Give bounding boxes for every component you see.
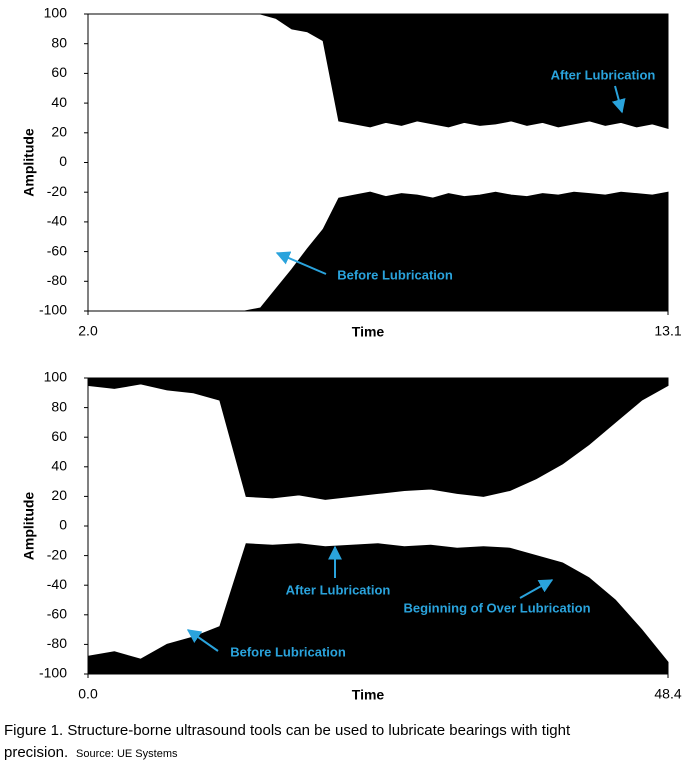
y-tick-label: 80 — [51, 34, 67, 50]
x-tick-label: 13.1 — [654, 323, 681, 339]
x-axis-label: Time — [352, 687, 385, 703]
y-tick-label: -40 — [47, 576, 67, 592]
annotation-arrow — [519, 579, 554, 599]
annotation: After Lubrication — [551, 67, 656, 82]
y-tick-label: 100 — [44, 5, 68, 21]
y-tick-label: 40 — [51, 458, 67, 474]
y-tick-label: -20 — [47, 183, 67, 199]
caption-cont: precision. — [4, 744, 68, 761]
y-tick-label: 0 — [59, 517, 67, 533]
annotation-arrow — [611, 85, 626, 114]
y-tick-label: 60 — [51, 428, 67, 444]
y-axis-label: Amplitude — [21, 128, 37, 197]
y-tick-label: -60 — [47, 606, 67, 622]
x-tick-label: 48.4 — [654, 686, 681, 702]
y-tick-label: 60 — [51, 64, 67, 80]
caption: Figure 1. Structure-borne ultrasound too… — [4, 722, 571, 739]
x-tick-label: 0.0 — [78, 686, 98, 702]
y-tick-label: -80 — [47, 272, 67, 288]
annotation: Before Lubrication — [337, 267, 453, 282]
y-tick-label: -20 — [47, 546, 67, 562]
y-tick-label: 40 — [51, 94, 67, 110]
y-tick-label: -100 — [39, 665, 67, 681]
y-tick-label: 0 — [59, 153, 67, 169]
y-tick-label: -100 — [39, 302, 67, 318]
annotation-arrow — [186, 629, 219, 652]
y-axis-label: Amplitude — [21, 492, 37, 561]
y-tick-label: -80 — [47, 635, 67, 651]
y-tick-label: 100 — [44, 369, 68, 385]
x-tick-label: 2.0 — [78, 323, 98, 339]
x-axis-label: Time — [352, 324, 385, 340]
y-tick-label: 20 — [51, 124, 67, 140]
annotation: Before Lubrication — [230, 644, 346, 659]
signal-band — [87, 543, 669, 675]
signal-band — [88, 13, 669, 130]
annotation: Beginning of Over Lubrication — [403, 600, 590, 615]
source: Source: UE Systems — [76, 748, 178, 760]
y-tick-label: -60 — [47, 242, 67, 258]
signal-band — [87, 377, 669, 500]
annotation: After Lubrication — [286, 582, 391, 597]
signal-band — [88, 191, 669, 312]
y-tick-label: 80 — [51, 398, 67, 414]
y-tick-label: 20 — [51, 487, 67, 503]
y-tick-label: -40 — [47, 213, 67, 229]
annotation-arrow — [275, 251, 327, 275]
